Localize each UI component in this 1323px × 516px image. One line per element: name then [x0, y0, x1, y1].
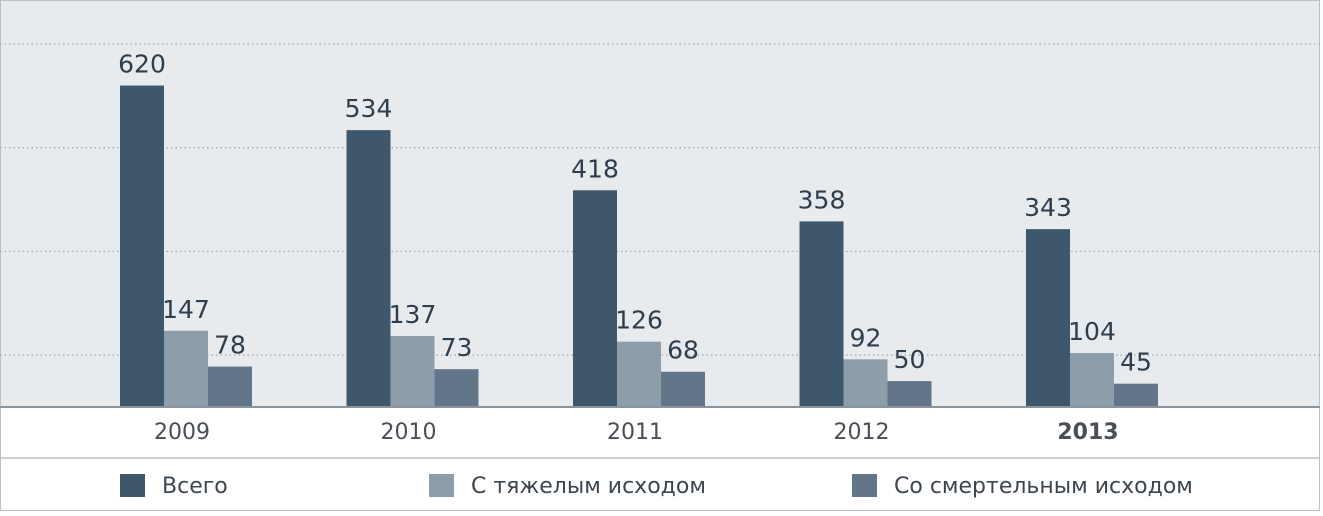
bar	[164, 330, 208, 407]
legend-label: Со смертельным исходом	[894, 474, 1193, 499]
bar	[799, 221, 844, 407]
bar	[1114, 383, 1158, 407]
x-tick-label: 2012	[834, 420, 890, 445]
bar	[843, 359, 888, 407]
bar	[120, 85, 164, 408]
data-label: 45	[1120, 348, 1152, 377]
data-label: 147	[162, 295, 210, 324]
bar	[434, 369, 479, 407]
legend-label: Всего	[162, 474, 228, 499]
data-label: 137	[389, 300, 437, 329]
data-label: 620	[118, 50, 166, 79]
data-label: 50	[894, 345, 926, 374]
data-label: 358	[798, 185, 846, 214]
x-tick-label: 2013	[1057, 420, 1118, 445]
bar	[1026, 229, 1070, 407]
bar	[346, 130, 391, 408]
legend-swatch	[429, 474, 454, 497]
data-label: 343	[1024, 193, 1072, 222]
legend-swatch	[852, 474, 877, 497]
bar	[887, 381, 932, 407]
legend-swatch	[120, 474, 145, 497]
data-label: 73	[441, 333, 473, 362]
data-label: 534	[345, 94, 393, 123]
bar	[661, 371, 705, 407]
bar	[573, 190, 617, 407]
bar	[1070, 353, 1114, 407]
legend-label: С тяжелым исходом	[471, 474, 706, 499]
x-tick-label: 2010	[381, 420, 437, 445]
plot-area	[1, 1, 1319, 407]
bar	[617, 341, 661, 407]
data-label: 104	[1068, 317, 1116, 346]
bar	[208, 366, 252, 407]
data-label: 126	[615, 306, 663, 335]
data-label: 68	[667, 336, 699, 365]
data-label: 92	[850, 323, 882, 352]
x-tick-label: 2011	[607, 420, 663, 445]
data-label: 418	[571, 154, 619, 183]
bar	[390, 335, 435, 407]
x-tick-label: 2009	[154, 420, 210, 445]
data-label: 78	[214, 331, 246, 360]
